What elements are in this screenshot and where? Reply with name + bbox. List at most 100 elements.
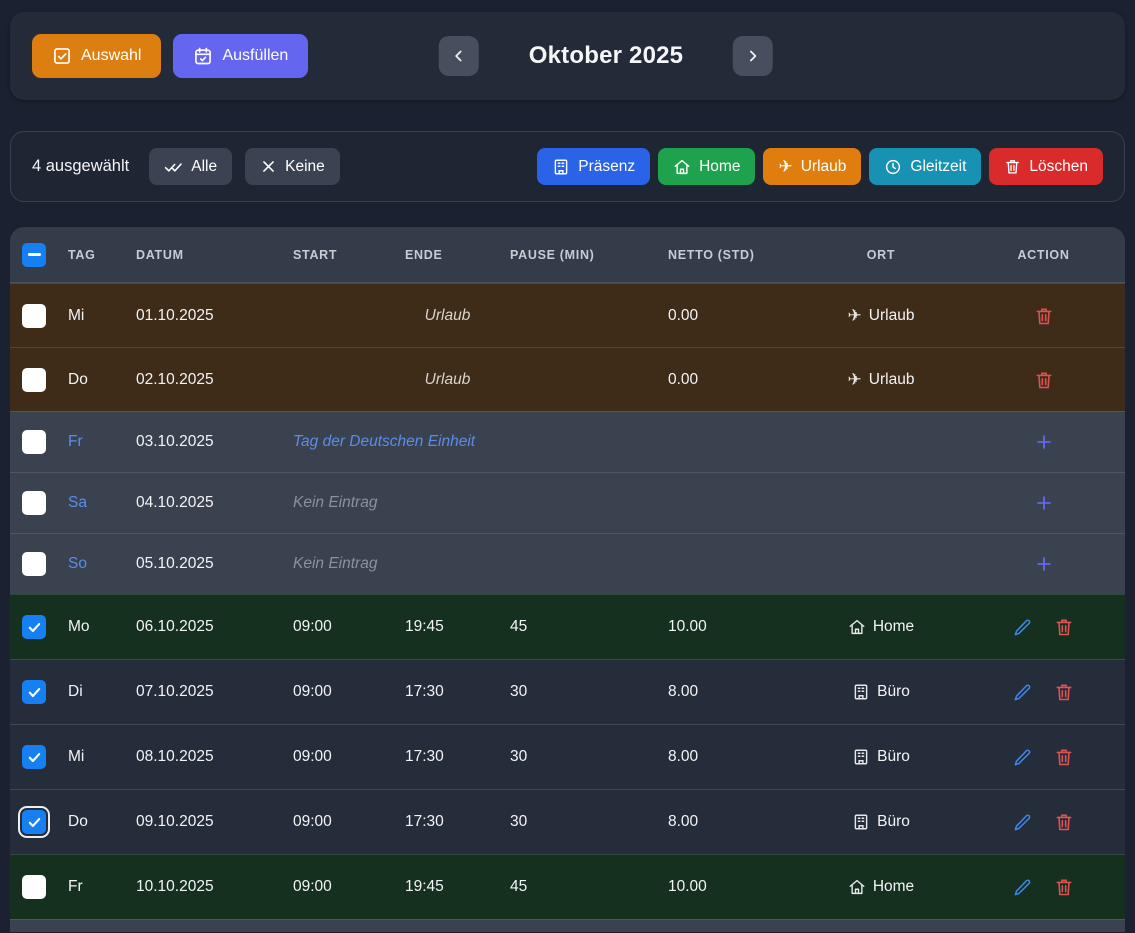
day-cell: Do xyxy=(58,813,126,831)
edit-entry-button[interactable] xyxy=(1013,683,1032,702)
netto-cell: 8.00 xyxy=(658,748,800,766)
pause-cell: 30 xyxy=(500,683,658,701)
select-all-label: Alle xyxy=(191,158,217,176)
loeschen-button[interactable]: Löschen xyxy=(989,148,1103,185)
col-header-ort: ORT xyxy=(800,248,962,262)
delete-entry-button[interactable] xyxy=(1034,370,1054,390)
auswahl-label: Auswahl xyxy=(81,47,141,65)
action-cell xyxy=(962,493,1125,513)
row-checkbox-focused[interactable] xyxy=(22,810,46,834)
x-icon xyxy=(260,158,277,175)
delete-entry-button[interactable] xyxy=(1054,877,1074,897)
ende-cell: 17:30 xyxy=(395,748,500,766)
entry-note: Kein Eintrag xyxy=(283,494,658,512)
table-row: Do 02.10.2025 Urlaub 0.00 ✈Urlaub xyxy=(10,347,1125,411)
ort-cell: ✈Urlaub xyxy=(800,307,962,325)
edit-entry-button[interactable] xyxy=(1013,813,1032,832)
auswahl-button[interactable]: Auswahl xyxy=(32,34,161,78)
select-all-checkbox[interactable] xyxy=(22,243,46,267)
row-checkbox[interactable] xyxy=(22,368,46,392)
check-icon xyxy=(27,620,42,635)
select-all-button[interactable]: Alle xyxy=(149,148,232,185)
table-row: Sa 04.10.2025 Kein Eintrag xyxy=(10,472,1125,533)
col-header-pause: PAUSE (MIN) xyxy=(500,248,658,262)
date-cell: 01.10.2025 xyxy=(126,307,283,325)
delete-entry-button[interactable] xyxy=(1034,306,1054,326)
day-cell: Fr xyxy=(58,878,126,896)
entry-note: Kein Eintrag xyxy=(283,555,658,573)
day-cell: So xyxy=(58,555,126,573)
chevron-right-icon xyxy=(744,47,762,65)
edit-entry-button[interactable] xyxy=(1013,878,1032,897)
month-title: Oktober 2025 xyxy=(529,42,683,70)
edit-entry-button[interactable] xyxy=(1013,748,1032,767)
row-checkbox[interactable] xyxy=(22,552,46,576)
gleitzeit-button[interactable]: Gleitzeit xyxy=(869,148,981,185)
plane-icon: ✈ xyxy=(778,158,792,175)
row-checkbox[interactable] xyxy=(22,491,46,515)
add-entry-button[interactable] xyxy=(1034,493,1054,513)
entry-note: Urlaub xyxy=(283,307,658,325)
day-cell: Mi xyxy=(58,307,126,325)
delete-entry-button[interactable] xyxy=(1054,682,1074,702)
calendar-check-icon xyxy=(193,46,213,66)
delete-entry-button[interactable] xyxy=(1054,617,1074,637)
double-check-icon xyxy=(164,157,183,176)
row-checkbox[interactable] xyxy=(22,615,46,639)
indeterminate-mark-icon xyxy=(28,253,41,257)
select-none-button[interactable]: Keine xyxy=(245,148,340,185)
table-row: Mi 08.10.2025 09:00 17:30 30 8.00 Büro xyxy=(10,724,1125,789)
home-icon xyxy=(848,878,866,896)
col-header-start: START xyxy=(283,248,395,262)
start-cell: 09:00 xyxy=(283,878,395,896)
add-entry-button[interactable] xyxy=(1034,432,1054,452)
table-row: So 05.10.2025 Kein Eintrag xyxy=(10,533,1125,594)
row-checkbox[interactable] xyxy=(22,680,46,704)
date-cell: 05.10.2025 xyxy=(126,555,283,573)
action-cell xyxy=(962,370,1125,390)
ort-label: Urlaub xyxy=(869,371,915,389)
add-entry-button[interactable] xyxy=(1034,554,1054,574)
table-row: Fr 10.10.2025 09:00 19:45 45 10.00 Home xyxy=(10,854,1125,919)
delete-entry-button[interactable] xyxy=(1054,747,1074,767)
delete-entry-button[interactable] xyxy=(1054,812,1074,832)
ort-cell: Büro xyxy=(800,748,962,766)
netto-cell: 0.00 xyxy=(658,371,800,389)
edit-entry-button[interactable] xyxy=(1013,618,1032,637)
home-button[interactable]: Home xyxy=(658,148,755,185)
ausfuellen-button[interactable]: Ausfüllen xyxy=(173,34,308,78)
row-checkbox[interactable] xyxy=(22,745,46,769)
plane-icon: ✈ xyxy=(848,307,862,324)
loeschen-label: Löschen xyxy=(1029,158,1088,176)
row-checkbox[interactable] xyxy=(22,875,46,899)
building-icon xyxy=(552,158,570,176)
check-icon xyxy=(27,750,42,765)
building-icon xyxy=(852,683,870,701)
netto-cell: 10.00 xyxy=(658,878,800,896)
ende-cell: 19:45 xyxy=(395,878,500,896)
pause-cell: 45 xyxy=(500,618,658,636)
date-cell: 07.10.2025 xyxy=(126,683,283,701)
entry-note: Tag der Deutschen Einheit xyxy=(283,433,658,451)
netto-cell: 0.00 xyxy=(658,307,800,325)
home-icon xyxy=(848,618,866,636)
ort-cell: Büro xyxy=(800,683,962,701)
home-icon xyxy=(673,158,691,176)
praesenz-button[interactable]: Präsenz xyxy=(537,148,650,185)
prev-month-button[interactable] xyxy=(439,36,479,76)
ort-cell: Home xyxy=(800,878,962,896)
row-checkbox[interactable] xyxy=(22,304,46,328)
day-cell: Fr xyxy=(58,433,126,451)
row-checkbox[interactable] xyxy=(22,430,46,454)
next-month-button[interactable] xyxy=(733,36,773,76)
date-cell: 10.10.2025 xyxy=(126,878,283,896)
start-cell: 09:00 xyxy=(283,813,395,831)
ende-cell: 19:45 xyxy=(395,618,500,636)
urlaub-button[interactable]: ✈ Urlaub xyxy=(763,148,861,185)
selected-count: 4 ausgewählt xyxy=(32,157,129,176)
col-header-netto: NETTO (STD) xyxy=(658,248,800,262)
action-cell xyxy=(962,877,1125,897)
ort-cell: Büro xyxy=(800,813,962,831)
date-cell: 08.10.2025 xyxy=(126,748,283,766)
table-row: Fr 03.10.2025 Tag der Deutschen Einheit xyxy=(10,411,1125,472)
